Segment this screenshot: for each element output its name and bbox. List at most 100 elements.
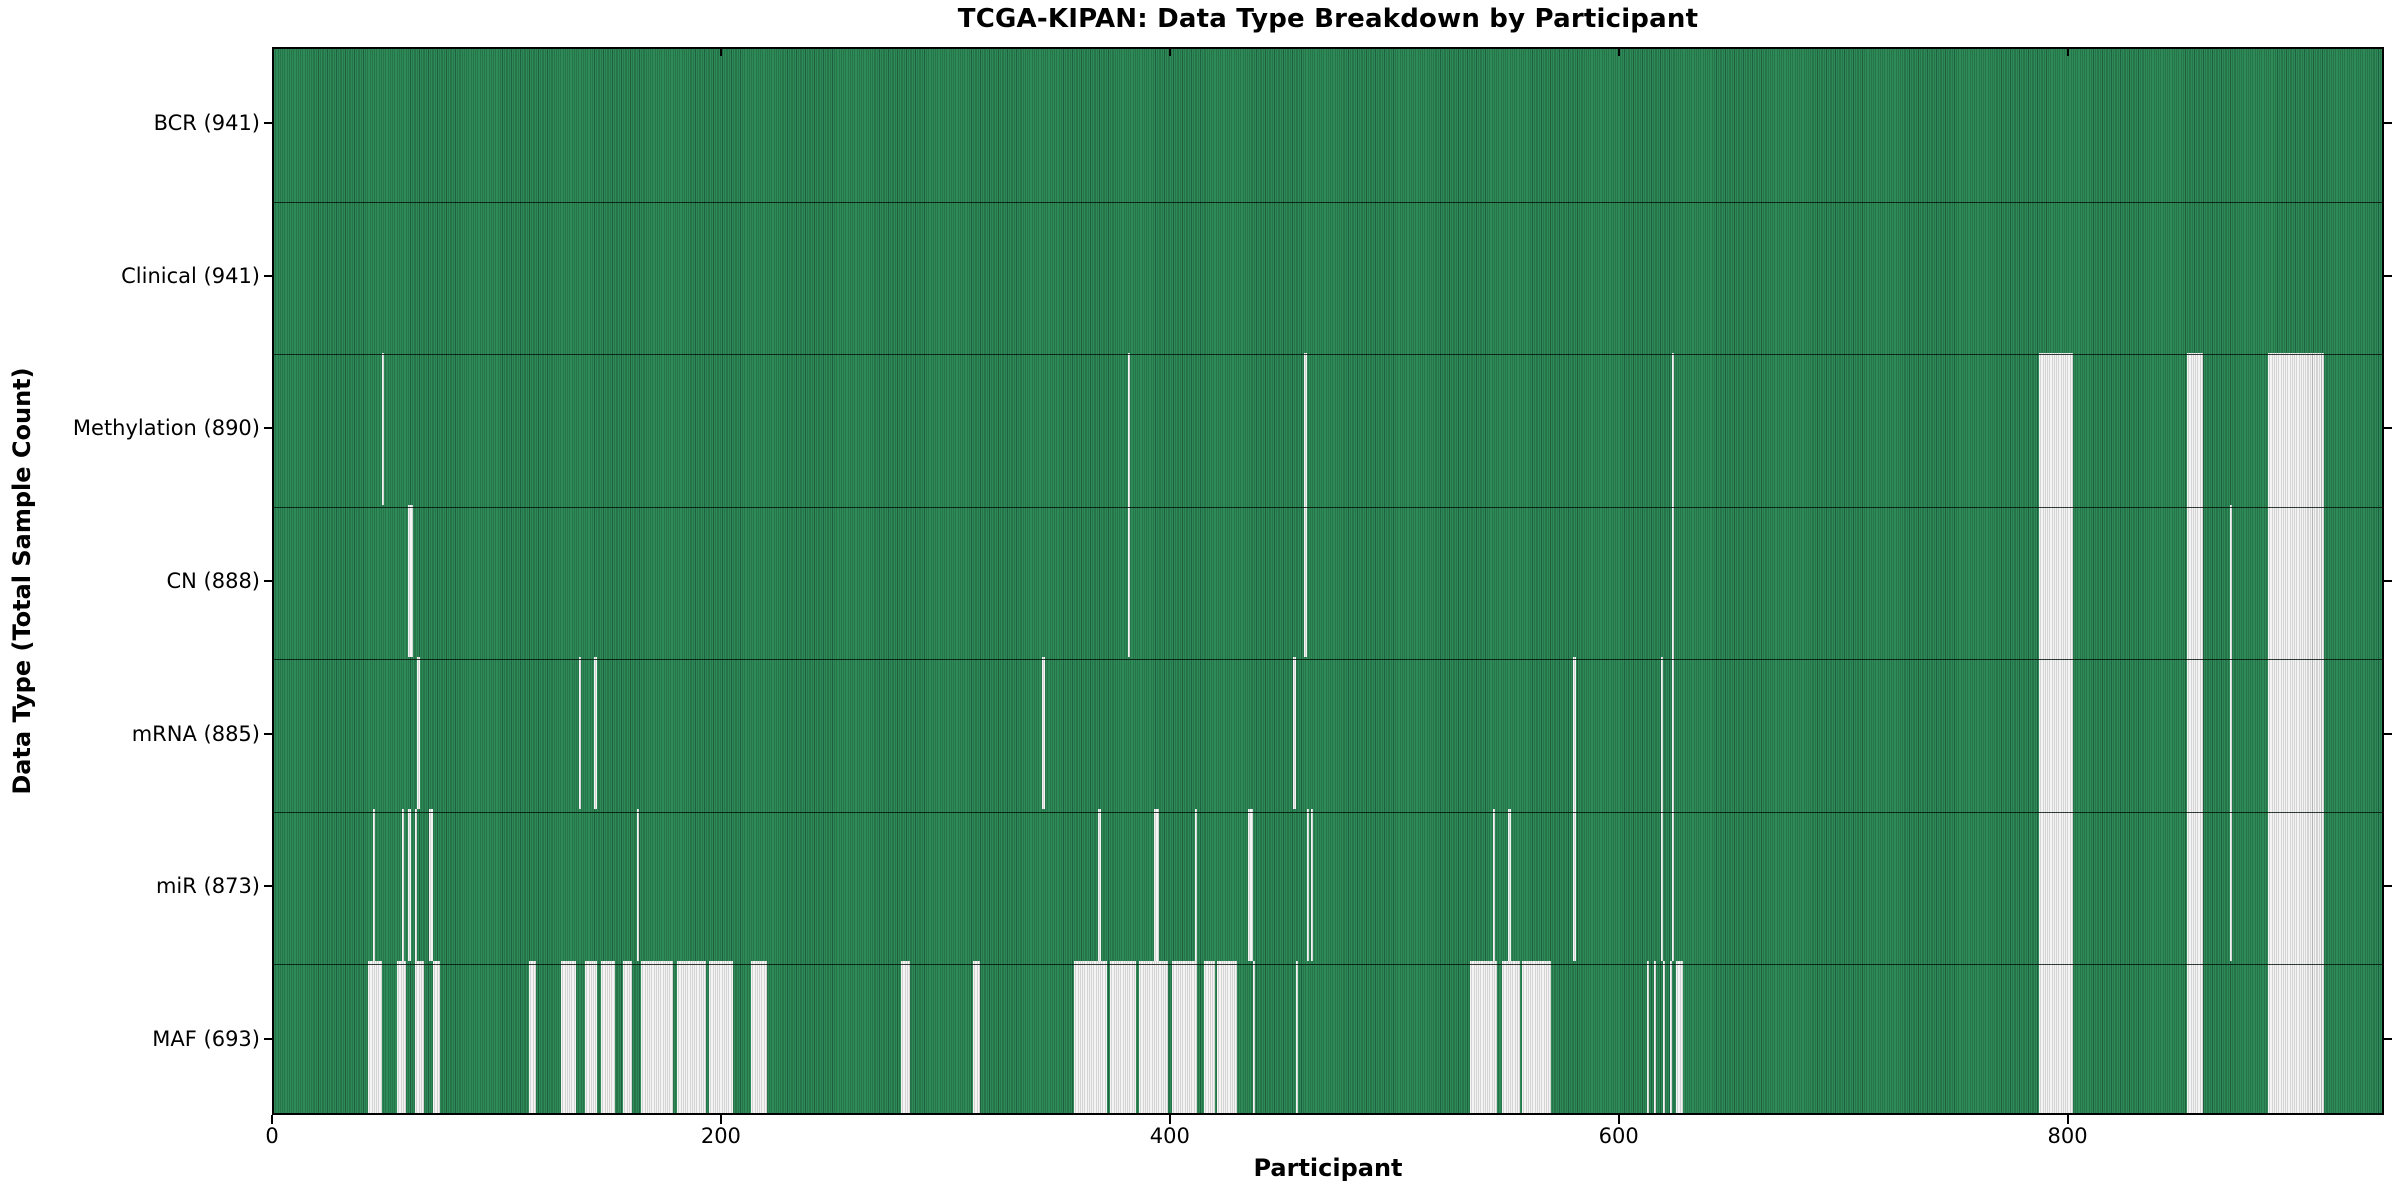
absent-stripe [2187,961,2203,1113]
absent-stripe [1647,961,1650,1113]
absent-stripe [1671,657,1675,809]
row-separator [274,811,2382,813]
tick-mark [719,1115,722,1124]
row-clinical [274,201,2382,353]
x-axis-title: Participant [1253,1154,1403,1182]
absent-stripe [708,961,734,1113]
absent-stripe [1217,961,1238,1113]
row-separator [274,659,2382,661]
y-tick-label-cn: CN (888) [166,569,260,593]
tick-mark [264,427,272,430]
absent-stripe [1671,505,1675,657]
absent-stripe [417,657,420,809]
absent-stripe [2267,505,2324,657]
absent-stripe [1671,809,1675,961]
y-tick-label-maf: MAF (693) [152,1026,260,1051]
absent-stripe [1295,961,1298,1113]
absent-stripe [2267,809,2324,961]
tick-mark [2384,1037,2392,1040]
absent-stripe [2267,353,2324,505]
x-tick-label-800: 800 [2047,1124,2088,1148]
absent-stripe [1203,961,1215,1113]
y-tick-label-bcr: BCR (941) [153,111,260,136]
tick-mark [2384,274,2392,277]
absent-stripe [2229,809,2232,961]
absent-stripe [585,961,597,1113]
absent-stripe [397,961,407,1113]
absent-stripe [2039,505,2073,657]
y-tick-label-methylation: Methylation (890) [72,416,260,441]
absent-stripe [1671,353,1675,505]
row-separator [274,506,2382,508]
tick-mark [2066,49,2069,56]
absent-stripe [2229,657,2232,809]
absent-stripe [1109,961,1137,1113]
tick-mark [2384,427,2392,430]
absent-stripe [415,961,425,1113]
absent-stripe [560,961,577,1113]
heatmap-rows [274,49,2382,1113]
absent-stripe [368,961,382,1113]
absent-stripe [1573,809,1576,961]
absent-stripe [1172,961,1197,1113]
absent-stripe [1669,961,1672,1113]
absent-stripe [594,657,597,809]
absent-stripe [1660,657,1663,809]
row-methylation [274,353,2382,505]
absent-stripe [677,961,707,1113]
absent-stripe [2039,657,2073,809]
tick-mark [271,1115,273,1124]
absent-stripe [1501,961,1520,1113]
tick-mark [2384,580,2392,582]
tick-mark [1168,49,1171,56]
absent-stripe [2187,505,2203,657]
x-tick-label-0: 0 [265,1124,279,1148]
x-tick-label-600: 600 [1598,1124,1639,1148]
absent-stripe [1073,961,1108,1113]
absent-stripe [1311,809,1314,961]
row-maf [274,961,2382,1113]
absent-stripe [1127,353,1130,505]
y-tick-label-clinical: Clinical (941) [121,263,260,288]
tick-mark [2066,1115,2069,1124]
absent-stripe [1252,961,1256,1113]
absent-stripe [2187,809,2203,961]
absent-stripe [901,961,911,1113]
row-mir [274,809,2382,961]
absent-stripe [578,657,581,809]
absent-stripe [1508,809,1511,961]
absent-stripe [415,809,418,961]
tick-mark [264,274,272,277]
absent-stripe [1676,961,1684,1113]
absent-stripe [1662,961,1666,1113]
row-separator [274,964,2382,966]
absent-stripe [2039,961,2073,1113]
absent-stripe [1660,809,1663,961]
chart-title: TCGA-KIPAN: Data Type Breakdown by Parti… [957,4,1699,34]
absent-stripe [601,961,615,1113]
absent-stripe [408,809,411,961]
absent-stripe [529,961,537,1113]
absent-stripe [428,809,434,961]
tick-mark [264,885,272,888]
absent-stripe [751,961,767,1113]
tick-mark [264,122,272,125]
absent-stripe [2267,961,2324,1113]
absent-stripe [401,809,404,961]
absent-stripe [1304,505,1307,657]
row-separator [274,354,2382,356]
tick-mark [2384,885,2392,888]
tick-mark [2384,122,2392,125]
tick-mark [1617,49,1620,56]
plot-area: Present Absent [272,47,2384,1115]
tick-mark [264,1037,272,1040]
row-bcr [274,49,2382,201]
absent-stripe [2187,353,2203,505]
absent-stripe [2267,657,2324,809]
absent-stripe [1194,809,1197,961]
absent-stripe [433,961,440,1113]
absent-stripe [1248,809,1253,961]
absent-stripe [1470,961,1498,1113]
absent-stripe [1098,809,1101,961]
